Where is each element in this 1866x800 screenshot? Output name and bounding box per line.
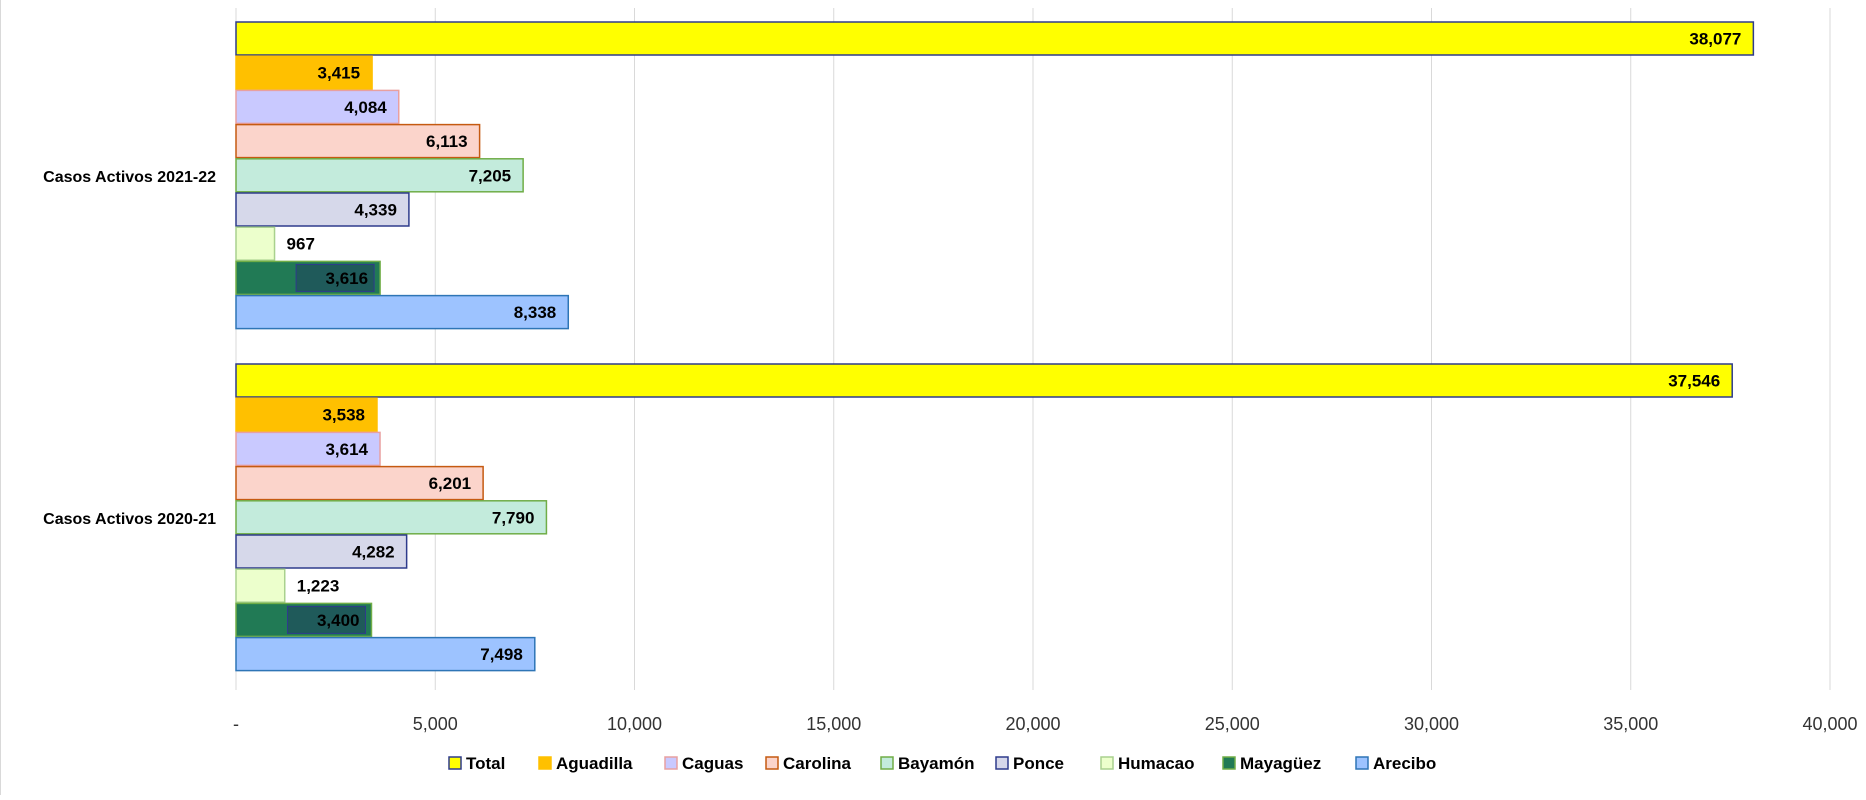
axes: - 5,000 10,000 15,000 20,000 25,000 30,000 35,0… — [43, 169, 1857, 734]
data-label: 967 — [287, 235, 315, 254]
x-tick-label: 40,000 — [1802, 714, 1857, 734]
x-tick-label: 35,000 — [1603, 714, 1658, 734]
bar-carolina — [235, 465, 484, 501]
bar-ponce — [235, 534, 408, 569]
bar-aguadilla — [235, 397, 378, 432]
data-label: 6,113 — [426, 132, 468, 151]
x-tick-label: 5,000 — [413, 714, 458, 734]
label-highlight — [295, 263, 375, 292]
data-label: 4,282 — [352, 543, 395, 562]
legend-label: Mayagüez — [1240, 754, 1321, 773]
data-label: 1,223 — [297, 577, 340, 596]
legend-label: Aguadilla — [556, 754, 633, 773]
bar-ponce — [235, 192, 410, 227]
category-label: Casos Activos 2021-22 — [43, 169, 216, 186]
legend-swatch — [995, 756, 1009, 770]
legend-swatch — [1355, 756, 1369, 770]
label-highlight — [286, 605, 366, 634]
legend-label: Ponce — [1013, 754, 1064, 773]
legend-swatch — [765, 756, 779, 770]
legend-swatch — [1222, 756, 1236, 770]
data-label: 4,339 — [354, 201, 397, 220]
data-label: 7,205 — [469, 166, 512, 185]
x-tick-label: 15,000 — [806, 714, 861, 734]
legend-swatch — [880, 756, 894, 770]
data-label: 3,415 — [318, 64, 361, 83]
gridlines — [235, 8, 1831, 690]
data-label: 7,498 — [480, 645, 523, 664]
legend-swatch — [448, 756, 462, 770]
bar-carolina — [235, 123, 481, 159]
category-label: Casos Activos 2020-21 — [43, 511, 216, 528]
bar-arecibo — [235, 636, 536, 672]
bar-caguas — [235, 89, 400, 125]
bar-aguadilla — [235, 55, 373, 90]
bar-arecibo — [235, 294, 570, 330]
legend: Total Aguadilla Caguas Carolina Bayamón Ponce… — [448, 754, 1436, 773]
legend-label: Carolina — [783, 754, 852, 773]
data-label: 3,616 — [326, 269, 369, 288]
bar-humacao — [235, 226, 276, 261]
bar-bayam-n — [235, 500, 548, 535]
legend-label: Total — [466, 754, 505, 773]
data-label: 6,201 — [429, 474, 472, 493]
legend-swatch — [1100, 756, 1114, 770]
x-tick-label: - — [233, 714, 239, 734]
bar-total — [235, 21, 1755, 56]
bar-humacao — [235, 568, 286, 603]
x-tick-label: 20,000 — [1005, 714, 1060, 734]
bars — [235, 21, 1755, 672]
data-label: 3,538 — [322, 406, 365, 425]
data-label: 37,546 — [1668, 372, 1720, 391]
bar-caguas — [235, 431, 381, 467]
data-label: 8,338 — [514, 303, 557, 322]
legend-label: Caguas — [682, 754, 743, 773]
data-label: 4,084 — [344, 98, 387, 117]
legend-label: Bayamón — [898, 754, 975, 773]
x-tick-label: 30,000 — [1404, 714, 1459, 734]
legend-label: Humacao — [1118, 754, 1195, 773]
x-tick-label: 25,000 — [1205, 714, 1260, 734]
data-label: 38,077 — [1689, 30, 1741, 49]
bar-bayam-n — [235, 158, 524, 193]
bar-total — [235, 363, 1733, 398]
data-label: 7,790 — [492, 508, 535, 527]
legend-swatch — [538, 756, 552, 770]
data-label: 3,400 — [317, 611, 360, 630]
x-tick-label: 10,000 — [607, 714, 662, 734]
data-label: 3,614 — [325, 440, 368, 459]
legend-label: Arecibo — [1373, 754, 1436, 773]
legend-swatch — [664, 756, 678, 770]
